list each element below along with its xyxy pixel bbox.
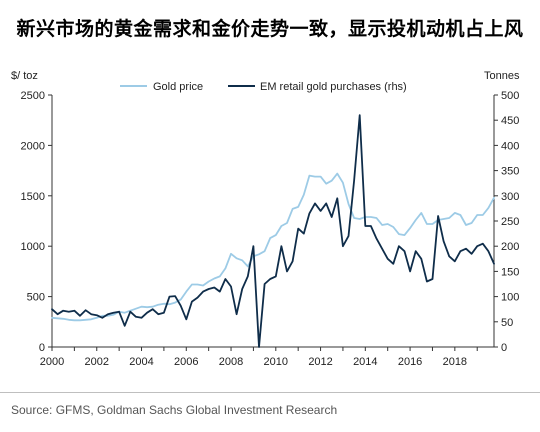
left-axis-unit: $/ toz: [11, 70, 38, 82]
right-tick-label: 150: [501, 266, 519, 278]
left-tick-label: 2000: [21, 140, 45, 152]
left-tick-label: 0: [39, 342, 45, 354]
right-tick-label: 0: [501, 342, 507, 354]
right-tick-label: 450: [501, 115, 519, 127]
right-tick-label: 50: [501, 317, 513, 329]
right-axis-unit: Tonnes: [484, 70, 520, 82]
legend-label-em-purchases: EM retail gold purchases (rhs): [260, 81, 407, 93]
right-tick-label: 200: [501, 241, 519, 253]
right-tick-label: 400: [501, 140, 519, 152]
chart-svg: Gold price EM retail gold purchases (rhs…: [21, 81, 520, 368]
chart-headline: 新兴市场的黄金需求和金价走势一致，显示投机动机占上风: [16, 18, 524, 40]
left-tick-label: 1500: [21, 191, 45, 203]
right-tick-label: 250: [501, 216, 519, 228]
legend-label-gold-price: Gold price: [153, 81, 203, 93]
source-note: Source: GFMS, Goldman Sachs Global Inves…: [11, 403, 338, 417]
x-tick-label: 2006: [174, 356, 198, 368]
x-tick-label: 2008: [219, 356, 243, 368]
series-line-em-purchases: [51, 114, 495, 348]
x-tick-label: 2002: [85, 356, 109, 368]
left-tick-label: 500: [27, 292, 45, 304]
right-tick-label: 500: [501, 90, 519, 102]
left-tick-label: 1000: [21, 241, 45, 253]
right-tick-label: 350: [501, 166, 519, 178]
x-tick-label: 2004: [129, 356, 153, 368]
x-tick-label: 2010: [264, 356, 288, 368]
x-tick-label: 2014: [353, 356, 377, 368]
x-tick-label: 2000: [40, 356, 64, 368]
x-tick-label: 2018: [443, 356, 467, 368]
series: [51, 114, 495, 348]
axes: 0 500 1000 1500 2000 2500 0 50 100 150 200 250 300 35…: [21, 90, 520, 368]
left-tick-label: 2500: [21, 90, 45, 102]
x-tick-label: 2012: [308, 356, 332, 368]
right-tick-label: 100: [501, 292, 519, 304]
legend: Gold price EM retail gold purchases (rhs…: [120, 81, 407, 93]
series-line-gold-price: [51, 172, 495, 322]
footer-divider: [0, 392, 540, 393]
right-tick-label: 300: [501, 191, 519, 203]
x-tick-label: 2016: [398, 356, 422, 368]
